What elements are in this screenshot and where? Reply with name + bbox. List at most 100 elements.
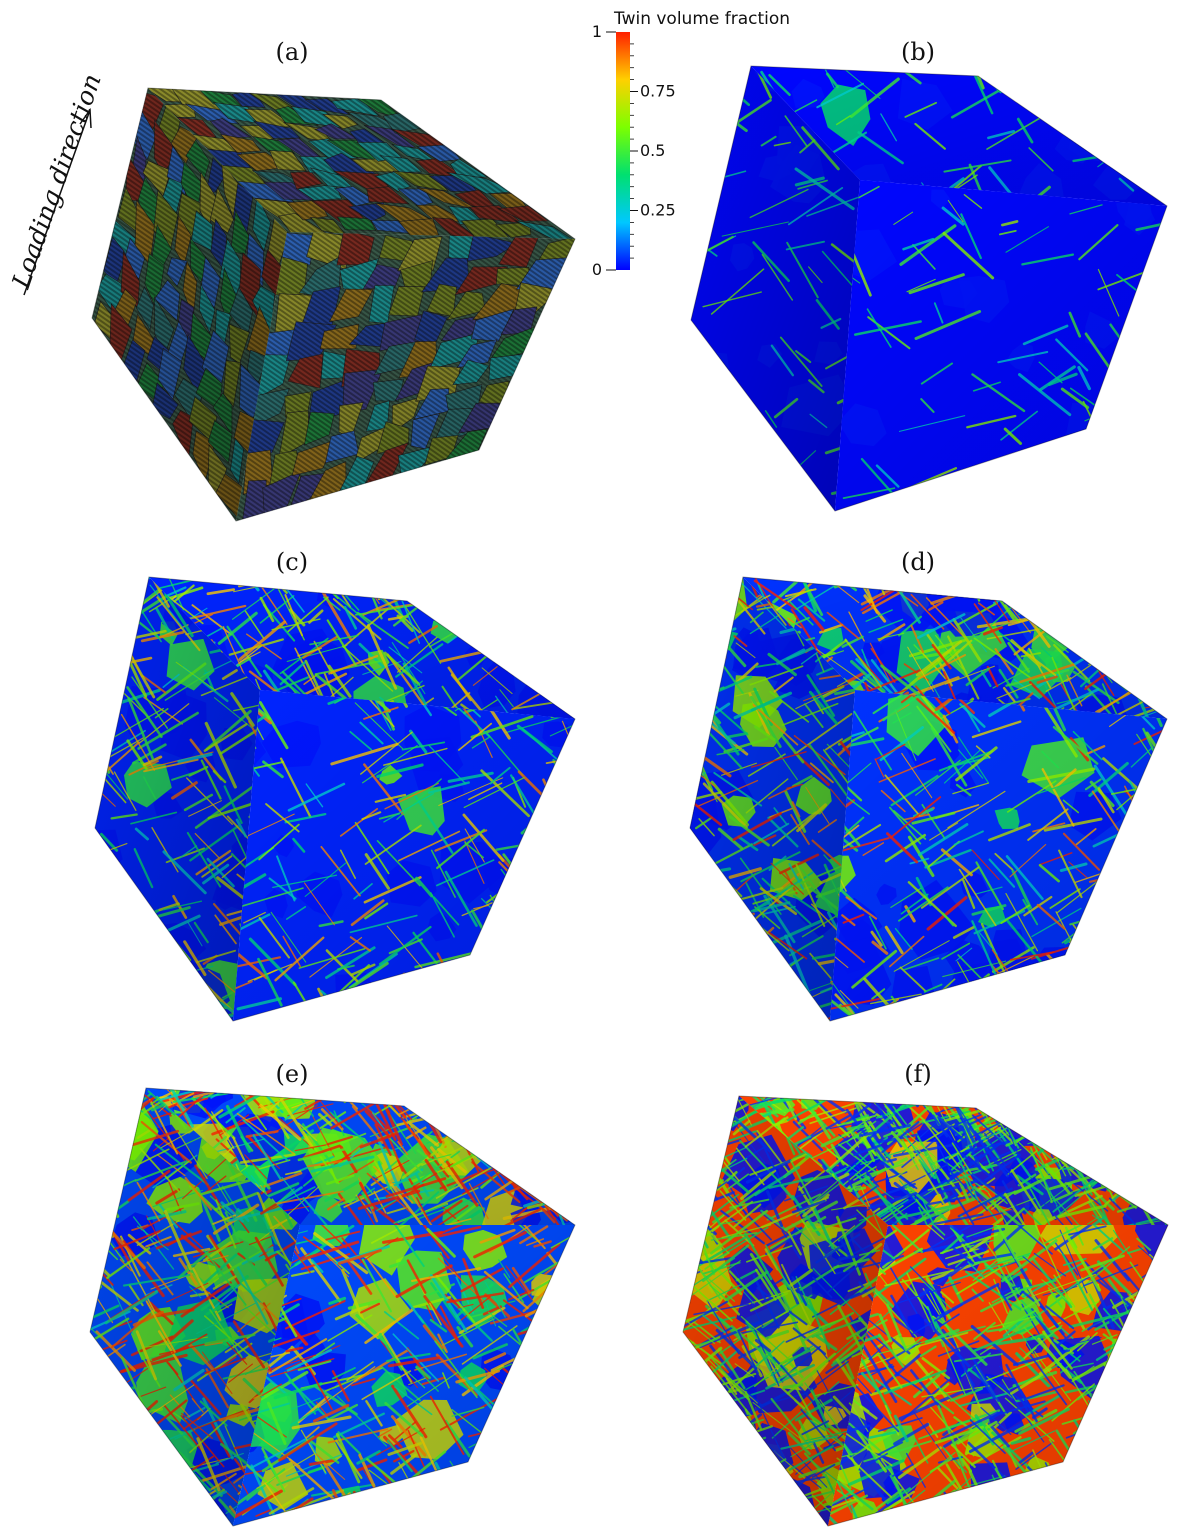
twin-lamella (735, 1446, 762, 1467)
twin-lamella (690, 581, 727, 609)
twin-lamella (683, 1134, 696, 1160)
twin-patch (105, 990, 131, 1016)
twin-lamella (1157, 797, 1167, 813)
twin-lamella (1154, 1376, 1168, 1398)
twin-lamella (519, 1490, 531, 1509)
twin-lamella (551, 1115, 571, 1129)
twin-lamella (1138, 1130, 1168, 1186)
twin-lamella (498, 590, 522, 610)
twin-lamella (496, 902, 517, 933)
twin-lamella (557, 1503, 575, 1511)
twin-lamella (683, 1165, 702, 1219)
twin-lamella (114, 951, 138, 993)
twin-lamella (872, 1511, 884, 1526)
twin-lamella (350, 1519, 422, 1526)
twin-lamella (955, 1096, 967, 1105)
twin-lamella (690, 961, 727, 970)
twin-lamella (1027, 1130, 1071, 1145)
twin-lamella (1056, 1491, 1079, 1526)
twin-lamella (1145, 1153, 1168, 1189)
twin-lamella (1010, 1096, 1057, 1117)
twin-lamella (461, 1500, 505, 1509)
twin-lamella (469, 1445, 533, 1483)
twin-lamella (1018, 592, 1074, 615)
twin-lamella (738, 1502, 760, 1526)
twin-lamella (1055, 585, 1071, 604)
twin-lamella (1051, 1503, 1067, 1516)
twin-lamella (539, 632, 551, 650)
twin-lamella (1067, 1120, 1092, 1168)
twin-lamella (1104, 1467, 1125, 1483)
twin-lamella (690, 627, 737, 649)
twin-lamella (683, 1482, 701, 1502)
twin-lamella (1002, 1096, 1021, 1112)
twin-lamella (754, 434, 776, 451)
twin-lamella (133, 1449, 172, 1485)
twin-patch (683, 1433, 701, 1461)
twin-lamella (1108, 905, 1139, 920)
twin-lamella (690, 926, 744, 946)
twin-lamella (121, 1518, 141, 1526)
twin-lamella (1126, 577, 1164, 611)
twin-lamella (435, 1088, 458, 1095)
twin-lamella (547, 1327, 557, 1347)
twin-patch (1015, 988, 1050, 1015)
twin-lamella (121, 1407, 138, 1417)
face-shading (751, 66, 1167, 206)
twin-lamella (1043, 969, 1065, 975)
twin-lamella (1032, 66, 1075, 80)
twin-lamella (1095, 1096, 1160, 1103)
twin-lamella (1147, 1290, 1162, 1314)
twin-lamella (95, 630, 127, 643)
twin-lamella (1107, 1130, 1143, 1181)
twin-lamella (1068, 66, 1107, 76)
twin-lamella (1119, 639, 1167, 653)
twin-lamella (90, 1240, 111, 1277)
twin-lamella (1086, 1482, 1137, 1513)
twin-lamella (1049, 1096, 1085, 1118)
twin-lamella (929, 992, 952, 1000)
twin-lamella (1050, 606, 1060, 626)
twin-lamella (1135, 379, 1148, 399)
twin-lamella (377, 578, 403, 601)
twin-lamella (1083, 1511, 1102, 1526)
twin-lamella (1157, 1366, 1168, 1380)
twin-lamella (479, 1456, 531, 1497)
twin-lamella (1079, 1452, 1118, 1491)
twin-lamella (1059, 577, 1097, 624)
twin-lamella (833, 577, 881, 589)
twin-lamella (1083, 97, 1149, 128)
twin-lamella (809, 1096, 831, 1099)
twin-lamella (502, 600, 523, 640)
twin-lamella (1068, 590, 1085, 618)
twin-lamella (410, 965, 460, 1006)
twin-lamella (1122, 655, 1162, 672)
twin-lamella (105, 1105, 123, 1131)
face-shading (90, 1088, 300, 1526)
twin-patch (705, 1005, 734, 1021)
twin-lamella (513, 974, 534, 993)
twin-lamella (407, 1496, 445, 1521)
twin-lamella (103, 928, 118, 941)
twin-lamella (735, 931, 760, 955)
twin-patch (428, 962, 470, 1001)
twin-lamella (90, 1088, 135, 1111)
twin-lamella (705, 1443, 741, 1461)
twin-lamella (1127, 1096, 1154, 1133)
twin-patch (708, 1421, 761, 1472)
twin-lamella (1066, 1096, 1090, 1119)
twin-lamella (696, 1110, 712, 1134)
twin-lamella (1103, 129, 1117, 142)
twin-lamella (693, 1425, 710, 1437)
twin-lamella (1140, 1096, 1168, 1132)
twin-lamella (515, 914, 575, 932)
twin-lamella (558, 591, 575, 615)
twin-lamella (115, 1454, 137, 1471)
twin-lamella (487, 1511, 549, 1526)
colorbar-tick-label: 0 (592, 260, 602, 279)
twin-lamella (1133, 375, 1167, 398)
twin-patch (95, 655, 120, 696)
twin-lamella (348, 1013, 379, 1020)
twin-lamella (493, 588, 509, 618)
twin-lamella (1105, 963, 1155, 1008)
